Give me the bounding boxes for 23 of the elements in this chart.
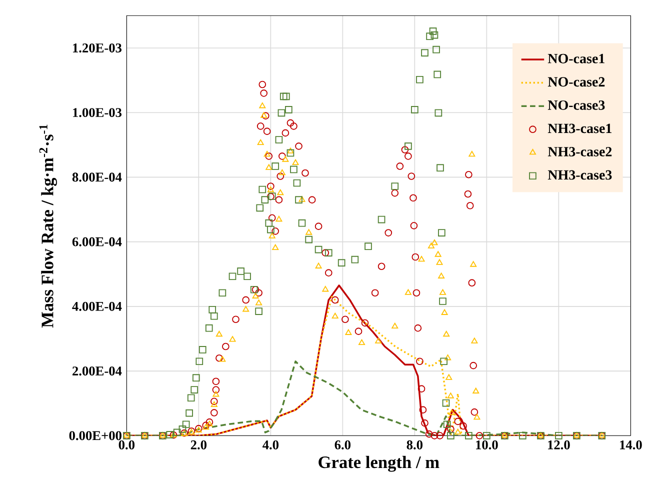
y-tick-label: 0.00E+00 xyxy=(69,431,122,440)
legend-label: NH3-case3 xyxy=(548,170,612,180)
x-tick-label: 6.0 xyxy=(334,440,351,450)
x-tick-label: 2.0 xyxy=(190,440,207,450)
y-tick-label: 4.00E-04 xyxy=(72,302,122,311)
x-tick-label: 4.0 xyxy=(262,440,279,450)
x-tick-label: 12.0 xyxy=(548,440,570,450)
y-tick-label: 1.20E-03 xyxy=(73,43,122,52)
x-tick-label: 0.0 xyxy=(118,440,135,450)
x-tick-label: 14.0 xyxy=(620,440,642,450)
y-tick-label: 6.00E-04 xyxy=(72,237,122,246)
legend-label: NO-case2 xyxy=(548,77,605,87)
y-tick-label: 1.00E-03 xyxy=(73,108,122,118)
x-tick-label: 8.0 xyxy=(406,440,423,450)
legend-label: NO-case3 xyxy=(548,100,605,110)
x-axis-title: Grate length / m xyxy=(318,456,440,472)
y-axis-title: Mass Flow Rate / kg·m$^{-2}$·s$^{-1}$ xyxy=(39,124,57,328)
legend-label: NH3-case2 xyxy=(548,146,612,156)
y-tick-label: 8.00E-04 xyxy=(72,172,122,182)
legend-label: NH3-case1 xyxy=(548,124,612,134)
x-tick-label: 10.0 xyxy=(476,440,498,450)
legend-label: NO-case1 xyxy=(548,54,604,64)
y-tick-label: 2.00E-04 xyxy=(72,366,122,376)
